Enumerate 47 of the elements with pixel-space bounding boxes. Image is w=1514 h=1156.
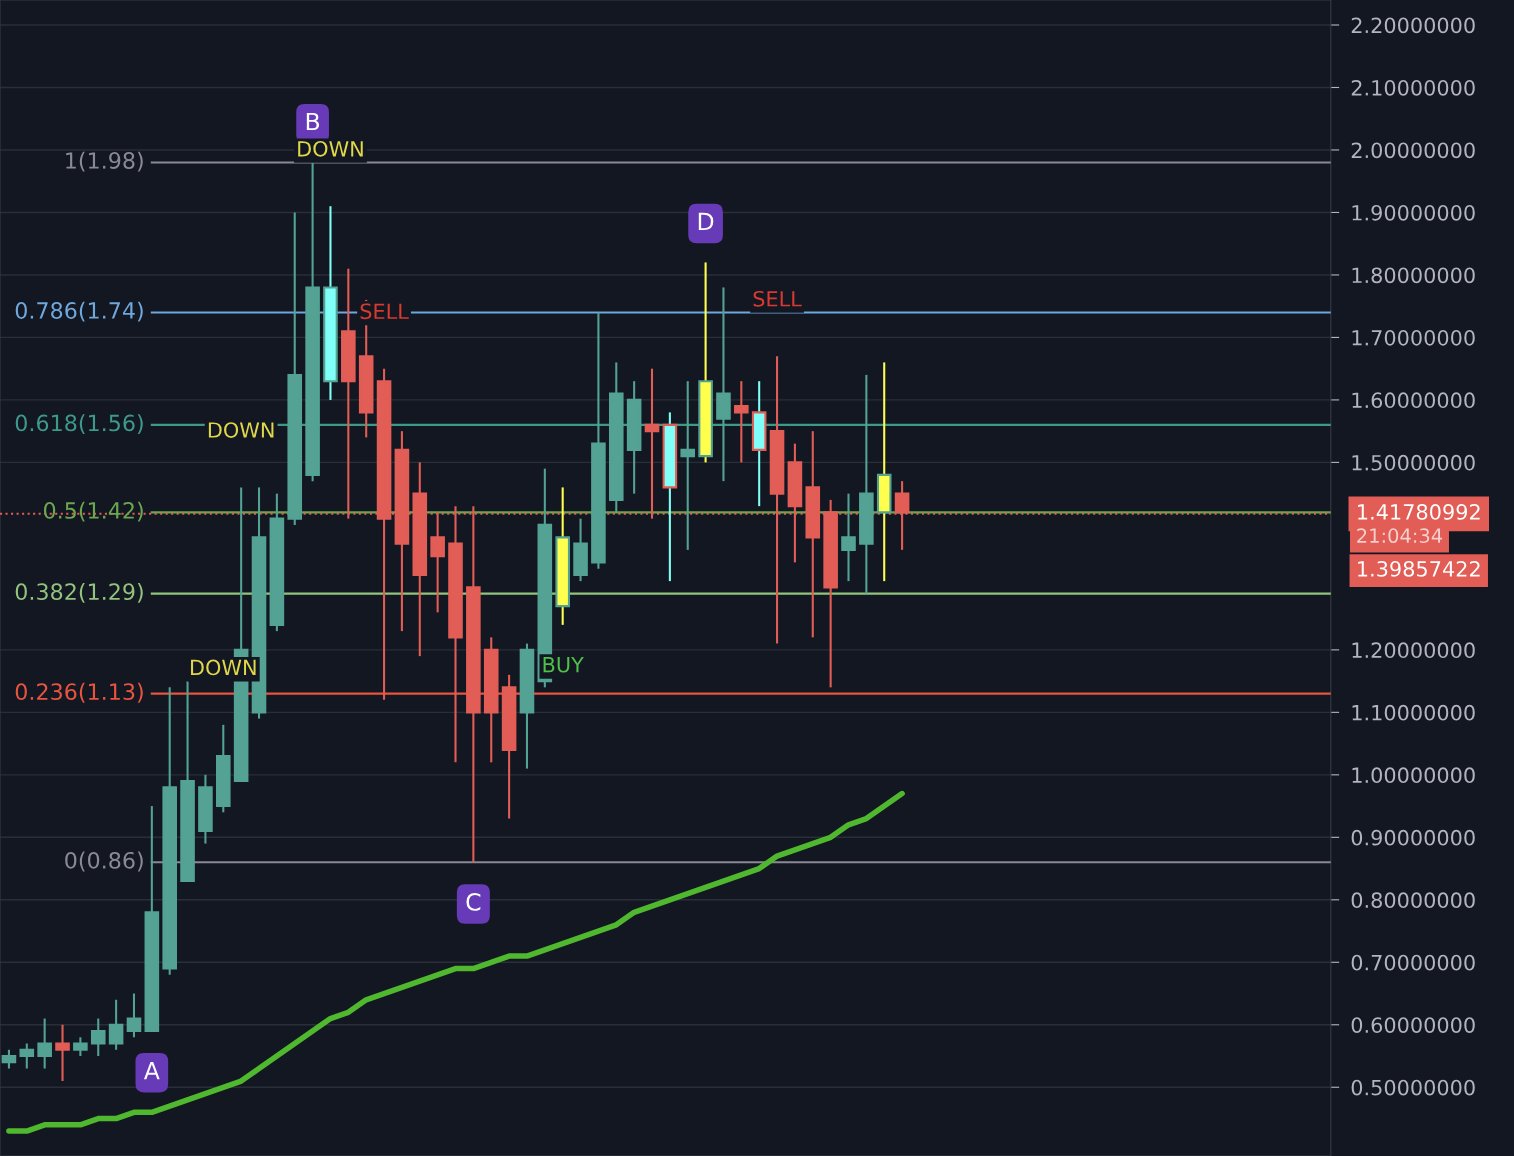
annotation: SELL: [753, 290, 802, 307]
y-tick-label: 0.80000000: [1351, 892, 1475, 909]
y-tick-label: 0.60000000: [1351, 1017, 1475, 1033]
annotation: B: [306, 112, 320, 131]
y-tick-label: 1.80000000: [1352, 267, 1475, 284]
annotation: SELL: [360, 303, 409, 320]
annotation: D: [698, 212, 714, 231]
y-tick-label: 1.10000000: [1352, 704, 1475, 721]
annotation: BUY: [543, 657, 584, 673]
y-tick-label: 1.90000000: [1352, 204, 1475, 221]
ref-line-label: 0.382(1.29): [15, 582, 143, 603]
candlestick: [126, 992, 142, 1039]
candlestick: [90, 1017, 106, 1058]
candlestick: [1, 1048, 17, 1070]
ref-line-label: 0.618(1.56): [15, 414, 143, 434]
y-tick-label: 2.10000000: [1351, 79, 1475, 96]
candlestick: [55, 1023, 70, 1083]
candlestick: [734, 380, 749, 464]
candlestick: [37, 1017, 52, 1070]
annotation: A: [143, 1061, 160, 1080]
ref-line-label: 0.786(1.74): [15, 301, 143, 322]
candlestick: [73, 1036, 88, 1058]
text: 21:04:34: [1357, 528, 1443, 544]
candlestick: [680, 380, 696, 551]
annotation: DOWN: [191, 659, 256, 676]
y-tick-label: 2.20000000: [1351, 17, 1475, 34]
ref-line-label: 0.5(1.42): [44, 501, 143, 522]
annotation: DOWN: [208, 422, 274, 438]
y-tick-label: 1.00000000: [1352, 767, 1475, 784]
y-tick-label: 1.50000000: [1352, 454, 1475, 471]
ref-line-label: 1.41780992: [1358, 504, 1480, 520]
ref-line-label: 1(1.98): [66, 151, 143, 172]
y-tick-label: 0.90000000: [1351, 829, 1475, 846]
y-tick-label: 1.60000000: [1352, 392, 1475, 409]
ref-line-label: 0(0.86): [65, 851, 143, 872]
y-tick-label: 0.70000000: [1351, 954, 1475, 971]
y-tick-label: 0.50000000: [1351, 1079, 1475, 1096]
ref-line-label: 0.236(1.13): [15, 682, 143, 703]
y-tick-label: 1.70000000: [1352, 329, 1475, 346]
candlestick: [108, 998, 124, 1051]
y-tick-label: 2.00000000: [1351, 142, 1475, 159]
annotation: DOWN: [298, 140, 363, 157]
text: 1.39857422: [1358, 560, 1480, 577]
candlestick: [841, 492, 856, 583]
annotation: C: [466, 892, 481, 911]
y-tick-label: 1.20000000: [1352, 642, 1475, 659]
candlestick: [19, 1042, 35, 1070]
